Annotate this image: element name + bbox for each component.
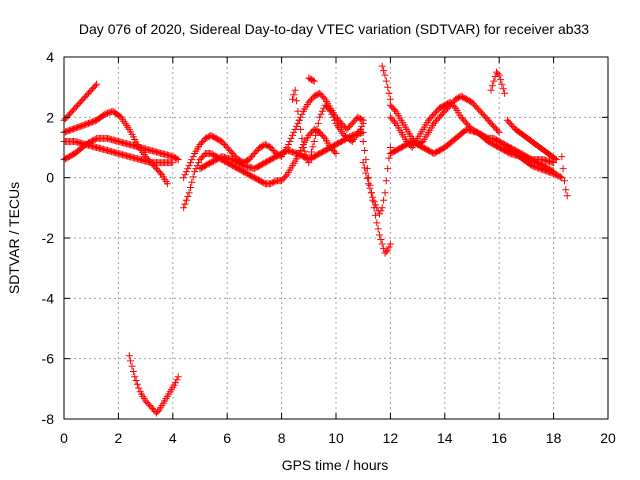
series-trace-m [378,62,394,103]
x-tick-label: 2 [115,430,123,446]
y-tick-label: 2 [46,109,54,125]
x-tick-label: 10 [328,430,344,446]
y-tick-label: 0 [46,170,54,186]
y-tick-label: -2 [42,230,55,246]
x-tick-label: 6 [223,430,231,446]
y-tick-label: -6 [42,351,55,367]
x-tick-label: 0 [60,430,68,446]
data-points [60,62,571,417]
y-tick-label: 4 [46,49,54,65]
plus-markers [503,116,560,164]
x-tick-label: 16 [491,430,507,446]
x-tick-label: 18 [546,430,562,446]
series-trace-q [487,68,509,97]
x-tick-label: 8 [278,430,286,446]
x-tick-label: 12 [383,430,399,446]
plus-markers [487,68,509,97]
x-axis-label: GPS time / hours [282,457,389,473]
grid-lines [64,57,608,419]
y-tick-label: -4 [42,290,55,306]
plus-markers [503,144,566,182]
plus-markers [359,144,394,218]
series-trace-l [359,144,394,218]
series-trace-j [305,74,318,85]
series-trace-t [558,153,571,200]
x-tick-label: 4 [169,430,177,446]
x-tick-label: 14 [437,430,453,446]
series-trace-e [125,352,182,417]
y-axis-label: SDTVAR / TECUs [6,182,22,294]
series-trace-i [289,86,367,167]
plus-markers [289,86,367,167]
series-trace-r [503,116,560,164]
plus-markers [558,153,571,200]
plus-markers [60,107,171,188]
chart-title: Day 076 of 2020, Sidereal Day-to-day VTE… [79,21,589,37]
y-tick-label: -8 [42,411,55,427]
plus-markers [125,352,182,417]
axis-ticks: 0 2 4 6 8 10 12 14 16 18 20 -8 -6 -4 -2 0 2 4 [42,49,616,446]
series-trace-b [60,107,171,188]
plus-markers [378,62,394,103]
plus-markers [305,74,318,85]
x-tick-label: 20 [600,430,616,446]
series-trace-s [503,144,566,182]
